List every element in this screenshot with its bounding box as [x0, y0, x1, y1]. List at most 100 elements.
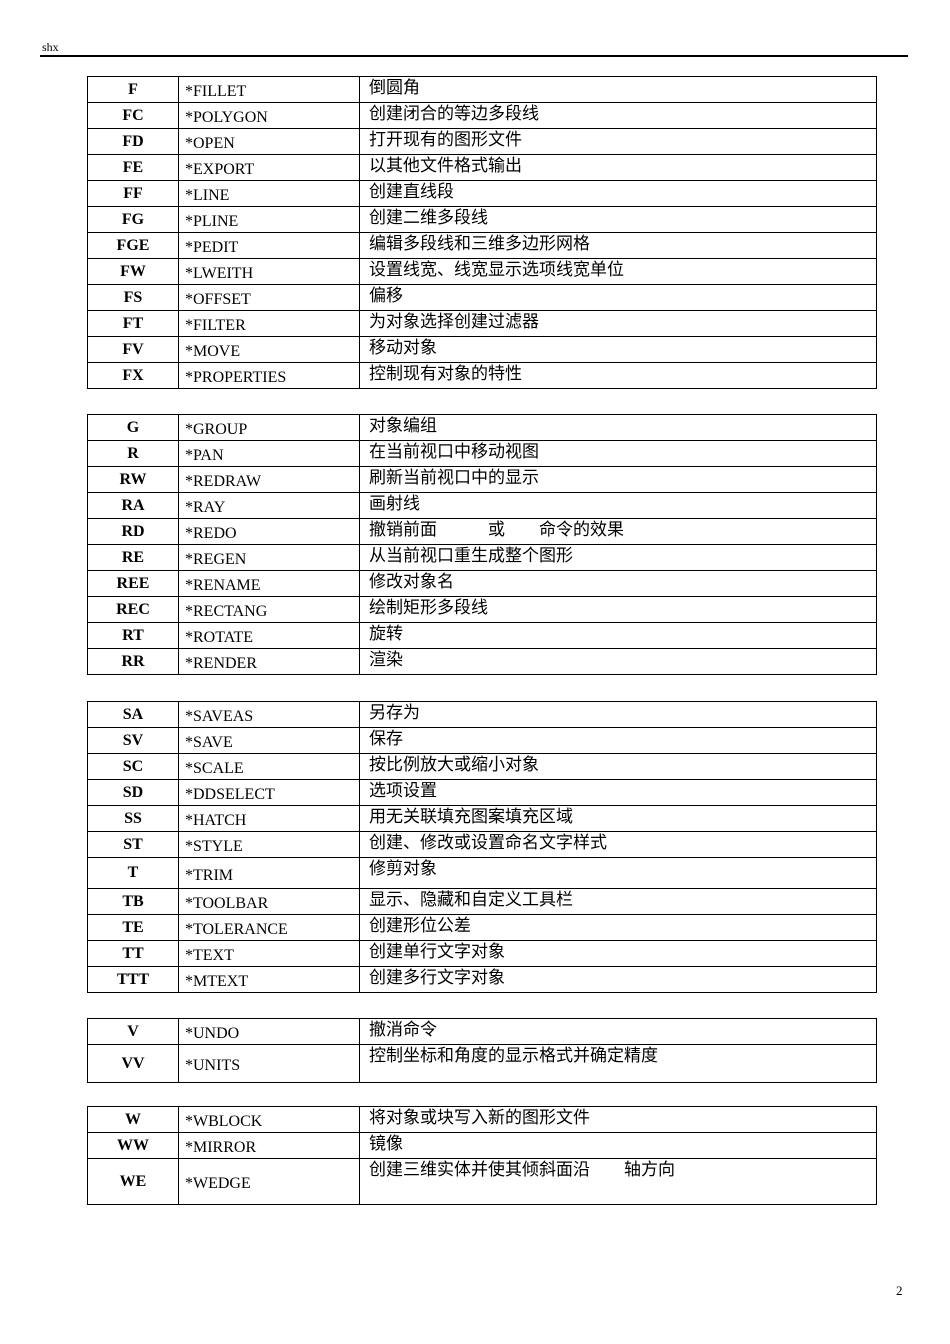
- description-cell: 打开现有的图形文件: [359, 128, 877, 155]
- description-cell: 在当前视口中移动视图: [359, 440, 877, 467]
- table-row: FT *FILTER 为对象选择创建过滤器: [87, 310, 877, 337]
- alias-cell: SA: [87, 701, 179, 728]
- description-cell: 用无关联填充图案填充区域: [359, 805, 877, 832]
- description-cell: 控制坐标和角度的显示格式并确定精度: [359, 1044, 877, 1083]
- description-cell: 选项设置: [359, 779, 877, 806]
- command-cell: *UNITS: [178, 1044, 360, 1083]
- table-row: G *GROUP 对象编组: [87, 414, 877, 441]
- description-cell: 创建直线段: [359, 180, 877, 207]
- command-cell: *TOLERANCE: [178, 914, 360, 941]
- page-number: 2: [896, 1283, 903, 1298]
- command-cell: *OFFSET: [178, 284, 360, 311]
- command-cell: *REDO: [178, 518, 360, 545]
- header-title: shx: [42, 40, 59, 54]
- command-cell: *SAVEAS: [178, 701, 360, 728]
- command-cell: *EXPORT: [178, 154, 360, 181]
- table-row: WE *WEDGE 创建三维实体并使其倾斜面沿 轴方向: [87, 1158, 877, 1205]
- command-cell: *MTEXT: [178, 966, 360, 993]
- header-divider: [40, 55, 908, 57]
- table-row: W *WBLOCK 将对象或块写入新的图形文件: [87, 1106, 877, 1133]
- command-cell: *WEDGE: [178, 1158, 360, 1205]
- table-row: RE *REGEN 从当前视口重生成整个图形: [87, 544, 877, 571]
- description-cell: 为对象选择创建过滤器: [359, 310, 877, 337]
- command-cell: *TEXT: [178, 940, 360, 967]
- table-row: F *FILLET 倒圆角: [87, 76, 877, 103]
- description-cell: 从当前视口重生成整个图形: [359, 544, 877, 571]
- description-cell: 设置线宽、线宽显示选项线宽单位: [359, 258, 877, 285]
- alias-cell: V: [87, 1018, 179, 1045]
- description-cell: 编辑多段线和三维多边形网格: [359, 232, 877, 259]
- description-cell: 画射线: [359, 492, 877, 519]
- description-cell: 刷新当前视口中的显示: [359, 466, 877, 493]
- table-row: FV *MOVE 移动对象: [87, 336, 877, 363]
- description-cell: 移动对象: [359, 336, 877, 363]
- table-row: RT *ROTATE 旋转: [87, 622, 877, 649]
- table-row: REE *RENAME 修改对象名: [87, 570, 877, 597]
- command-cell: *TOOLBAR: [178, 888, 360, 915]
- command-cell: *RAY: [178, 492, 360, 519]
- alias-cell: FD: [87, 128, 179, 155]
- description-cell: 倒圆角: [359, 76, 877, 103]
- table-row: SA *SAVEAS 另存为: [87, 701, 877, 728]
- command-cell: *SCALE: [178, 753, 360, 780]
- table-row: SS *HATCH 用无关联填充图案填充区域: [87, 805, 877, 832]
- table-row: V *UNDO 撤消命令: [87, 1018, 877, 1045]
- table-row: ST *STYLE 创建、修改或设置命名文字样式: [87, 831, 877, 858]
- alias-cell: ST: [87, 831, 179, 858]
- command-cell: *FILTER: [178, 310, 360, 337]
- command-cell: *MOVE: [178, 336, 360, 363]
- alias-cell: TT: [87, 940, 179, 967]
- command-cell: *RENDER: [178, 648, 360, 675]
- alias-cell: TTT: [87, 966, 179, 993]
- command-cell: *RECTANG: [178, 596, 360, 623]
- description-cell: 对象编组: [359, 414, 877, 441]
- alias-cell: REE: [87, 570, 179, 597]
- alias-cell: FW: [87, 258, 179, 285]
- table-row: SV *SAVE 保存: [87, 727, 877, 754]
- description-cell: 创建形位公差: [359, 914, 877, 941]
- command-cell: *RENAME: [178, 570, 360, 597]
- alias-cell: REC: [87, 596, 179, 623]
- table-row: TE *TOLERANCE 创建形位公差: [87, 914, 877, 941]
- alias-cell: FF: [87, 180, 179, 207]
- description-cell: 旋转: [359, 622, 877, 649]
- alias-cell: SV: [87, 727, 179, 754]
- description-cell: 偏移: [359, 284, 877, 311]
- description-cell: 另存为: [359, 701, 877, 728]
- command-cell: *POLYGON: [178, 102, 360, 129]
- alias-cell: SS: [87, 805, 179, 832]
- description-cell: 显示、隐藏和自定义工具栏: [359, 888, 877, 915]
- alias-cell: VV: [87, 1044, 179, 1083]
- command-cell: *SAVE: [178, 727, 360, 754]
- description-cell: 按比例放大或缩小对象: [359, 753, 877, 780]
- table-row: SD *DDSELECT 选项设置: [87, 779, 877, 806]
- command-cell: *REGEN: [178, 544, 360, 571]
- alias-cell: RA: [87, 492, 179, 519]
- description-cell: 控制现有对象的特性: [359, 362, 877, 389]
- table-row: FE *EXPORT 以其他文件格式输出: [87, 154, 877, 181]
- alias-cell: R: [87, 440, 179, 467]
- description-cell: 绘制矩形多段线: [359, 596, 877, 623]
- command-cell: *UNDO: [178, 1018, 360, 1045]
- table-row: FC *POLYGON 创建闭合的等边多段线: [87, 102, 877, 129]
- alias-cell: SD: [87, 779, 179, 806]
- table-row: FX *PROPERTIES 控制现有对象的特性: [87, 362, 877, 389]
- alias-cell: WE: [87, 1158, 179, 1205]
- description-cell: 创建多行文字对象: [359, 966, 877, 993]
- alias-cell: FS: [87, 284, 179, 311]
- table-row: FW *LWEITH 设置线宽、线宽显示选项线宽单位: [87, 258, 877, 285]
- alias-cell: FX: [87, 362, 179, 389]
- command-table: G *GROUP 对象编组 R *PAN 在当前视口中移动视图 RW *REDRAW 刷新当前视…: [87, 414, 877, 675]
- command-cell: *OPEN: [178, 128, 360, 155]
- description-cell: 创建二维多段线: [359, 206, 877, 233]
- table-row: RA *RAY 画射线: [87, 492, 877, 519]
- alias-cell: RT: [87, 622, 179, 649]
- alias-cell: FE: [87, 154, 179, 181]
- table-row: R *PAN 在当前视口中移动视图: [87, 440, 877, 467]
- alias-cell: T: [87, 857, 179, 889]
- description-cell: 创建闭合的等边多段线: [359, 102, 877, 129]
- table-row: FS *OFFSET 偏移: [87, 284, 877, 311]
- alias-cell: F: [87, 76, 179, 103]
- description-cell: 修剪对象: [359, 857, 877, 889]
